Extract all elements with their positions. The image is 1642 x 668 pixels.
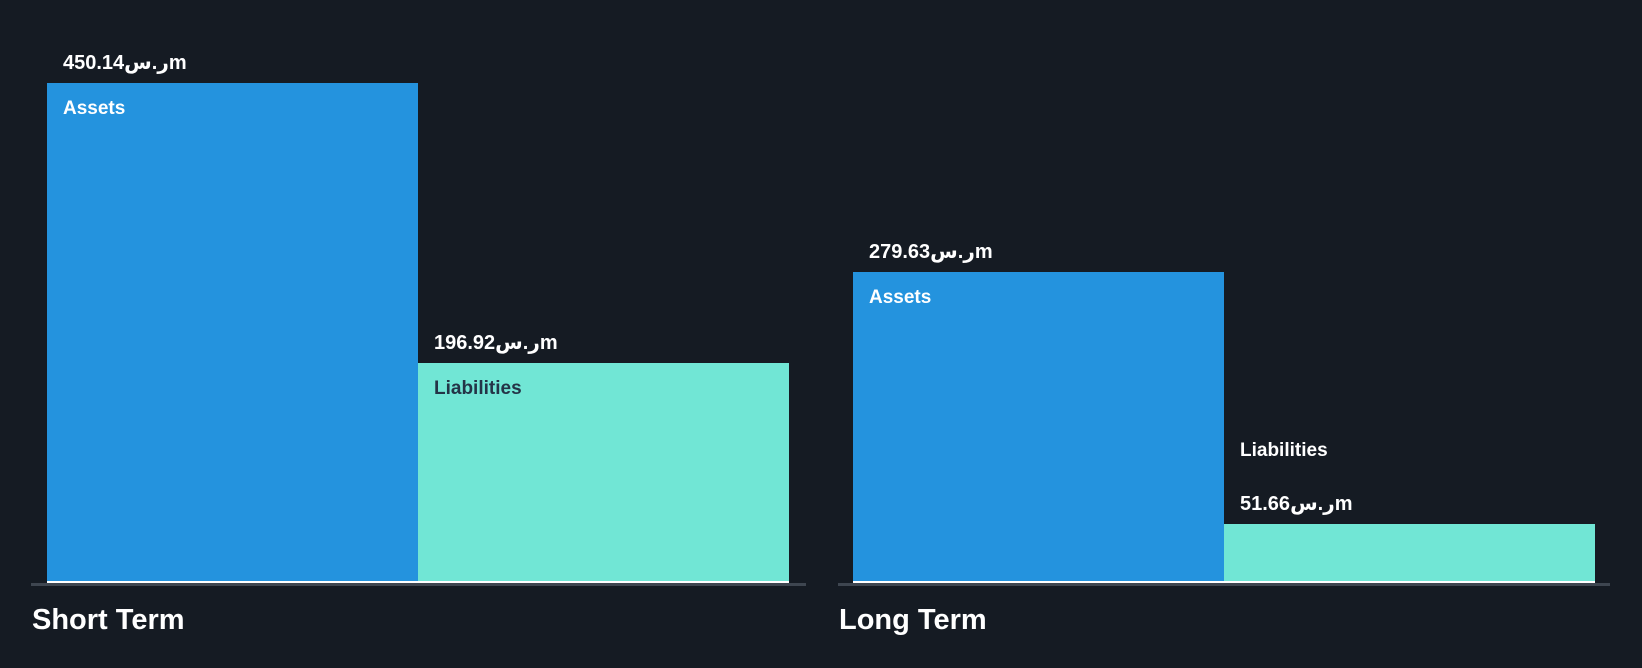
long-term-assets-label: Assets [869, 287, 932, 308]
short-term-assets-bar[interactable]: 450.14ر.سm Assets [47, 53, 418, 583]
short-term-liabilities-label: Liabilities [434, 378, 522, 399]
short-term-group-label: Short Term [32, 604, 185, 636]
long-term-group-label: Long Term [839, 604, 987, 636]
long-term-assets-value: 279.63ر.سm [869, 241, 993, 263]
short-term-liabilities-value: 196.92ر.سm [434, 332, 558, 354]
long-term-assets-bar[interactable]: 279.63ر.سm Assets [853, 242, 1224, 583]
short-term-liabilities-bar[interactable]: 196.92ر.سm Liabilities [418, 333, 789, 583]
long-term-axis-line [838, 583, 1610, 586]
long-term-liabilities-label: Liabilities [1240, 440, 1328, 461]
short-term-assets-value: 450.14ر.سm [63, 52, 187, 74]
long-term-liabilities-value: 51.66ر.سm [1240, 493, 1353, 515]
short-term-assets-label: Assets [63, 98, 126, 119]
short-term-axis-line [31, 583, 806, 586]
long-term-liabilities-bar[interactable]: 51.66ر.سm Liabilities [1224, 440, 1595, 583]
